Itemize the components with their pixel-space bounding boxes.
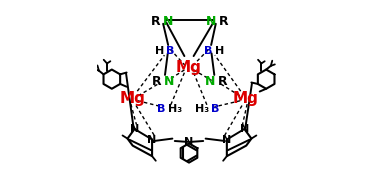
Text: B: B [166,46,175,56]
Text: N: N [164,76,174,88]
Text: R: R [218,76,227,88]
Text: H₃: H₃ [195,104,209,114]
Text: R: R [150,15,160,28]
Text: H: H [215,46,224,56]
Text: B: B [204,46,212,56]
Text: Mg: Mg [232,91,258,106]
Text: N: N [206,15,216,28]
Text: B: B [157,104,165,114]
Text: N: N [240,124,249,134]
Text: N: N [130,124,139,134]
Text: H: H [155,46,164,56]
Text: B: B [211,104,220,114]
Text: H₃: H₃ [168,104,182,114]
Text: R: R [152,76,161,88]
Text: N: N [222,134,231,145]
Text: R: R [219,15,229,28]
Text: Mg: Mg [120,91,146,106]
Text: N: N [163,15,173,28]
Text: N: N [147,134,157,145]
Text: N: N [184,137,194,147]
Text: Mg: Mg [176,60,202,75]
Text: N: N [205,76,215,88]
